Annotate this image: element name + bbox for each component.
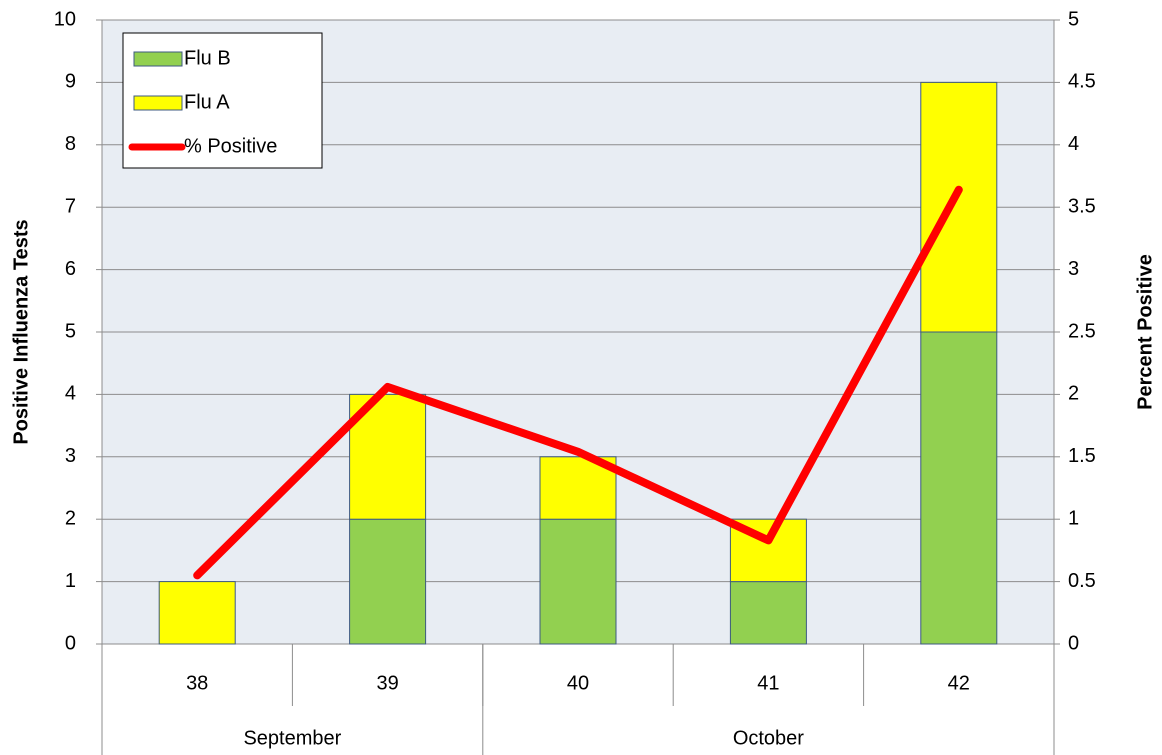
y-tick-label: 3 — [65, 445, 76, 467]
y-tick-label: 2 — [65, 507, 76, 529]
x-tick-label: 42 — [948, 672, 970, 694]
line — [193, 185, 963, 580]
y2-tick-label: 3.5 — [1068, 195, 1096, 217]
y-tick-label: 6 — [65, 258, 76, 280]
bar — [158, 581, 236, 645]
y-tick-label: 8 — [65, 133, 76, 155]
bar — [729, 581, 807, 645]
y2-tick-label: 4 — [1068, 133, 1079, 155]
legend-swatch — [133, 51, 183, 67]
y-tick-label: 0 — [65, 632, 76, 654]
y2-tick-label: 5 — [1068, 8, 1079, 30]
y-tick-label: 5 — [65, 320, 76, 342]
legend-label: % Positive — [184, 135, 277, 157]
y2-tick-label: 1 — [1068, 507, 1079, 529]
y2-axis-title: Percent Positive — [1134, 254, 1156, 410]
legend-swatch — [133, 95, 183, 111]
y-tick-label: 7 — [65, 195, 76, 217]
bar — [920, 81, 998, 333]
x-tick-label: 39 — [376, 672, 398, 694]
y2-tick-label: 2 — [1068, 383, 1079, 405]
y2-tick-label: 0 — [1068, 632, 1079, 654]
y-tick-label: 9 — [65, 71, 76, 93]
y-axis-title: Positive Influenza Tests — [10, 219, 32, 444]
x-tick-label: 38 — [186, 672, 208, 694]
bar — [920, 331, 998, 645]
x-group-label: October — [733, 727, 804, 749]
y2-tick-label: 2.5 — [1068, 320, 1096, 342]
y2-tick-label: 4.5 — [1068, 71, 1096, 93]
legend-label: Flu A — [184, 91, 230, 113]
bar — [539, 518, 617, 645]
x-tick-label: 41 — [757, 672, 779, 694]
x-group-label: September — [243, 727, 341, 749]
y2-tick-label: 0.5 — [1068, 570, 1096, 592]
y-tick-label: 4 — [65, 383, 76, 405]
y-tick-label: 1 — [65, 570, 76, 592]
y-tick-label: 10 — [54, 8, 76, 30]
x-tick-label: 40 — [567, 672, 589, 694]
y2-tick-label: 3 — [1068, 258, 1079, 280]
bar — [349, 518, 427, 645]
y2-tick-label: 1.5 — [1068, 445, 1096, 467]
legend-label: Flu B — [184, 47, 231, 69]
